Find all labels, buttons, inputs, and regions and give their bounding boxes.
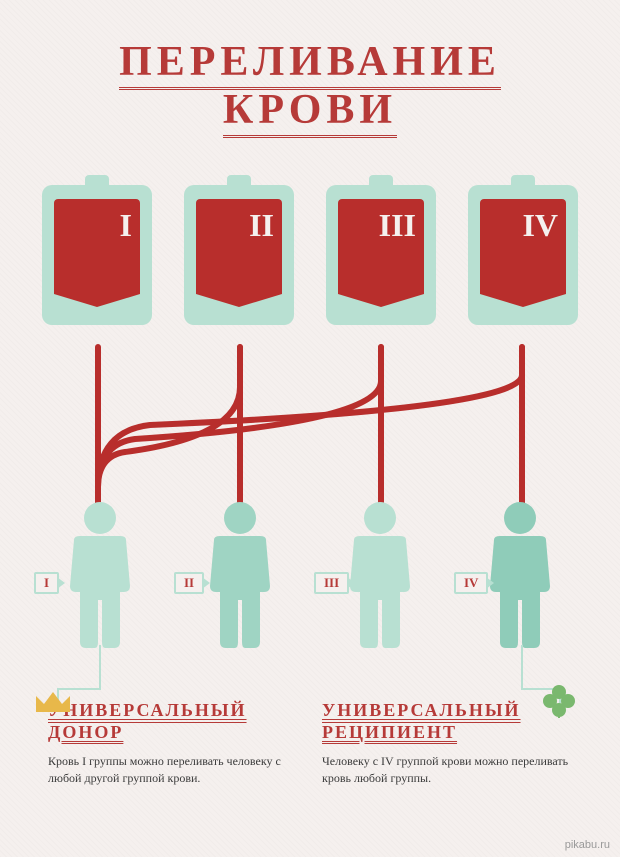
crown-icon xyxy=(32,686,74,716)
recipient-tag: III xyxy=(314,572,349,594)
recipient-1: I xyxy=(52,500,148,650)
callout-title: УНИВЕРСАЛЬНЫЙ РЕЦИПИЕНТ xyxy=(322,700,572,743)
callout-title: УНИВЕРСАЛЬНЫЙ ДОНОР xyxy=(48,700,298,743)
recipient-2: II xyxy=(192,500,288,650)
recipient-tag: II xyxy=(174,572,204,594)
blood-bag-3: III xyxy=(326,185,436,325)
person-icon xyxy=(338,500,422,650)
person-icon xyxy=(198,500,282,650)
universal-donor-callout: УНИВЕРСАЛЬНЫЙ ДОНОР Кровь I группы можно… xyxy=(48,700,298,787)
recipient-tag: IV xyxy=(454,572,488,594)
blood-bag-2: II xyxy=(184,185,294,325)
recipient-3: III xyxy=(332,500,428,650)
bag-label: IV xyxy=(522,207,558,244)
blood-bags-row: I II III IV xyxy=(0,185,620,325)
blood-bag-1: I xyxy=(42,185,152,325)
main-title: ПЕРЕЛИВАНИЕ КРОВИ xyxy=(0,0,620,135)
person-icon xyxy=(478,500,562,650)
clover-icon xyxy=(540,682,578,720)
recipient-4: IV xyxy=(472,500,568,650)
callout-body: Кровь I группы можно переливать человеку… xyxy=(48,753,298,787)
title-line-2: КРОВИ xyxy=(223,87,397,138)
person-icon xyxy=(58,500,142,650)
watermark: pikabu.ru xyxy=(565,839,610,851)
bag-label: I xyxy=(120,207,132,244)
blood-bag-4: IV xyxy=(468,185,578,325)
universal-recipient-callout: УНИВЕРСАЛЬНЫЙ РЕЦИПИЕНТ Человеку с IV гр… xyxy=(322,700,572,787)
title-line-1: ПЕРЕЛИВАНИЕ xyxy=(119,39,501,90)
bag-label: II xyxy=(249,207,274,244)
callout-body: Человеку с IV группой крови можно перели… xyxy=(322,753,572,787)
recipients-row: I II III IV xyxy=(0,500,620,650)
recipient-tag: I xyxy=(34,572,59,594)
bag-label: III xyxy=(379,207,416,244)
